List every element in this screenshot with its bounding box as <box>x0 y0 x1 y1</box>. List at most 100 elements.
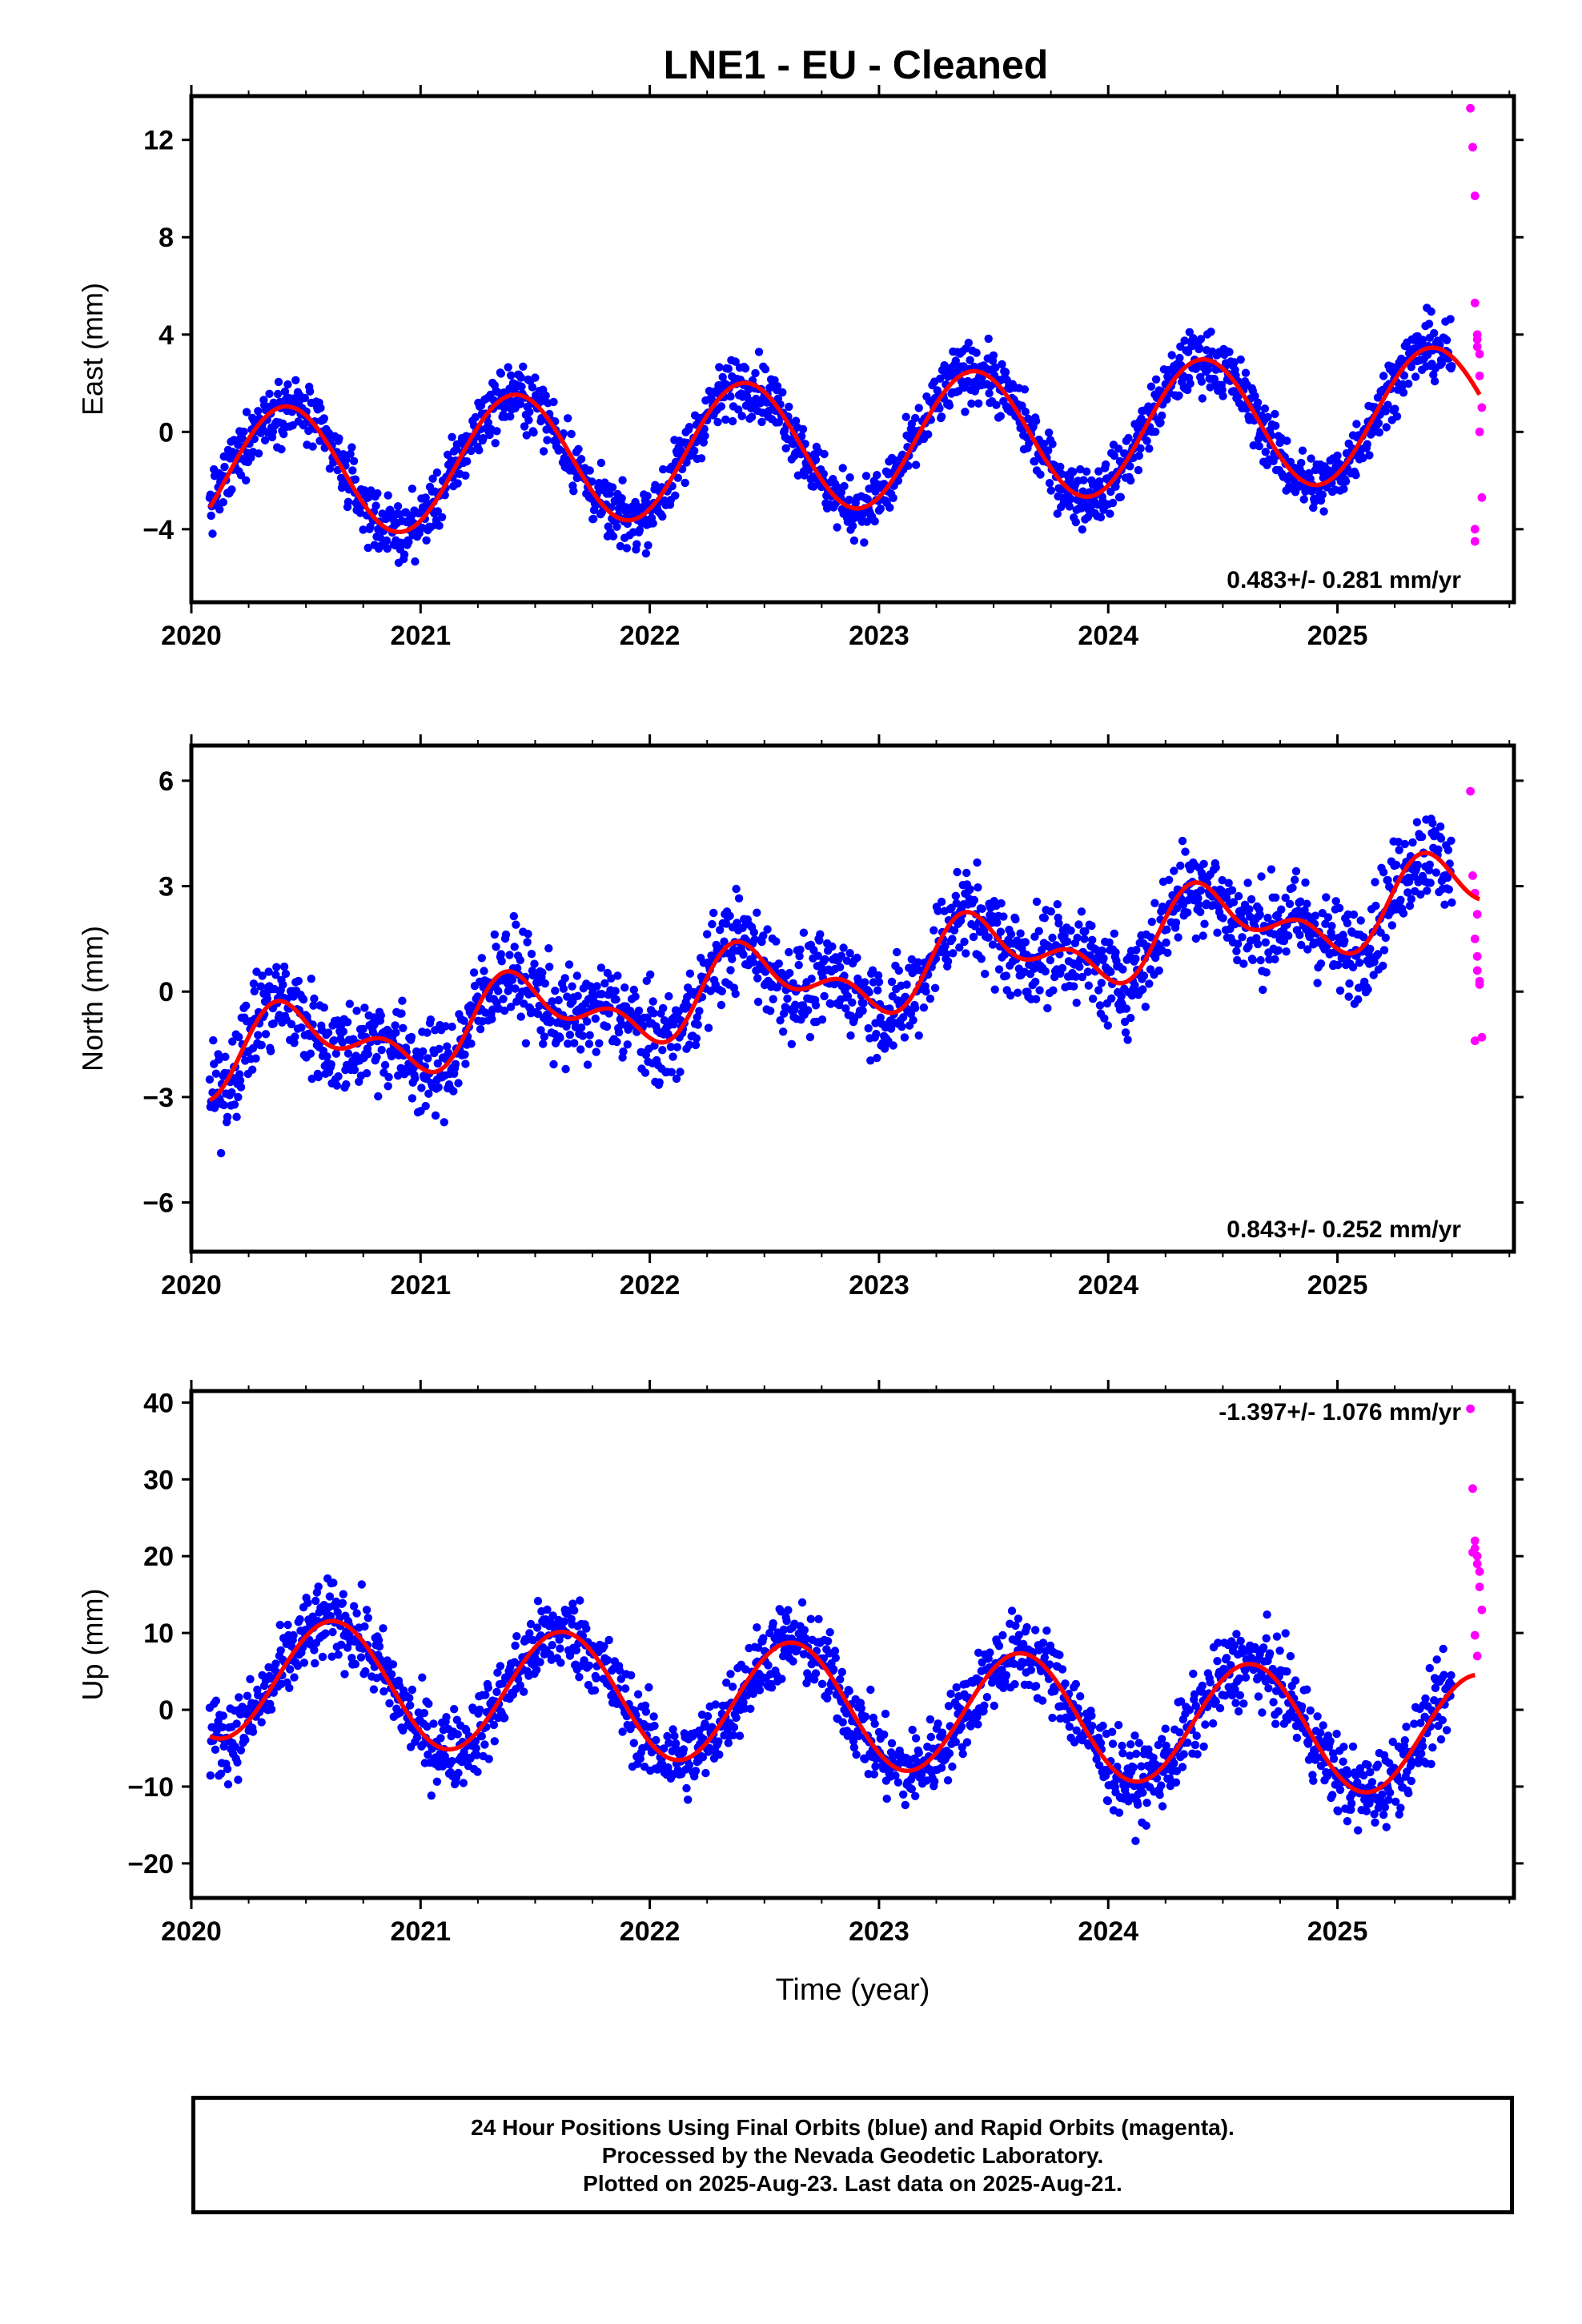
final-orbit-point <box>749 1689 758 1699</box>
y-axis-label: North (mm) <box>76 926 109 1072</box>
final-orbit-point <box>777 1607 785 1616</box>
final-orbit-point <box>532 1623 542 1632</box>
final-orbit-point <box>693 1013 701 1022</box>
final-orbit-point <box>629 985 638 995</box>
final-orbit-point <box>357 1580 366 1589</box>
final-orbit-point <box>1066 494 1075 504</box>
final-orbit-point <box>1207 328 1215 336</box>
final-orbit-point <box>501 930 511 939</box>
final-orbit-point <box>1199 859 1208 869</box>
final-orbit-point <box>589 514 598 524</box>
final-orbit-point <box>1198 394 1207 403</box>
final-orbit-point <box>1096 513 1106 522</box>
final-orbit-point <box>1046 486 1056 495</box>
final-orbit-point <box>813 951 822 960</box>
final-orbit-point <box>811 1669 821 1678</box>
final-orbit-point <box>391 1021 400 1030</box>
final-orbit-point <box>1103 1021 1113 1030</box>
final-orbit-point <box>772 937 781 946</box>
final-orbit-point <box>215 505 224 514</box>
final-orbit-point <box>327 1059 335 1069</box>
final-orbit-point <box>450 1705 459 1714</box>
final-orbit-point <box>1256 955 1265 965</box>
final-orbit-point <box>1014 1614 1023 1623</box>
final-orbit-point <box>994 1642 1004 1651</box>
final-orbit-point <box>924 430 933 439</box>
final-orbit-point <box>308 442 317 451</box>
final-orbit-point <box>549 397 558 407</box>
final-orbit-point <box>1151 428 1160 436</box>
final-orbit-point <box>741 364 750 373</box>
final-orbit-point <box>232 1112 241 1121</box>
final-orbit-point <box>585 466 594 475</box>
final-orbit-point <box>951 356 961 365</box>
final-orbit-point <box>472 1751 481 1759</box>
final-orbit-point <box>325 1592 335 1601</box>
final-orbit-point <box>641 1707 651 1716</box>
final-orbit-point <box>1010 1659 1018 1668</box>
final-orbit-point <box>1025 439 1034 448</box>
final-orbit-point <box>1291 875 1299 884</box>
final-orbit-point <box>974 883 982 892</box>
final-orbit-point <box>814 1614 823 1624</box>
final-orbit-point <box>285 1683 294 1692</box>
final-orbit-point <box>583 1017 592 1026</box>
final-orbit-point <box>685 423 694 432</box>
final-orbit-point <box>1403 888 1412 897</box>
final-orbit-point <box>930 983 940 993</box>
final-orbit-point <box>984 933 993 942</box>
x-tick-label: 2025 <box>1307 621 1368 651</box>
final-orbit-point <box>845 495 853 505</box>
final-orbit-point <box>1269 456 1278 465</box>
final-orbit-point <box>961 408 970 416</box>
rapid-orbit-point <box>1470 525 1480 534</box>
final-orbit-point <box>451 1059 460 1069</box>
final-orbit-point <box>1251 392 1259 400</box>
final-orbit-point <box>1395 846 1403 854</box>
final-orbit-point <box>753 1643 763 1652</box>
final-orbit-point <box>893 947 901 957</box>
final-orbit-point <box>1106 967 1115 976</box>
final-orbit-point <box>299 995 308 1004</box>
final-orbit-point <box>1129 1763 1138 1772</box>
final-orbit-point <box>1381 933 1391 943</box>
final-orbit-point <box>1413 860 1423 870</box>
final-orbit-point <box>396 1063 405 1073</box>
final-orbit-point <box>1070 982 1078 991</box>
final-orbit-point <box>861 978 869 987</box>
final-orbit-point <box>551 987 560 995</box>
final-orbit-point <box>422 536 431 545</box>
final-orbit-point <box>548 997 556 1006</box>
final-orbit-point <box>1400 839 1410 849</box>
final-orbit-point <box>943 957 953 966</box>
final-orbit-point <box>1404 877 1414 887</box>
final-orbit-point <box>873 971 883 980</box>
final-orbit-point <box>732 884 741 894</box>
final-orbit-point <box>865 988 873 997</box>
final-orbit-point <box>988 940 998 949</box>
final-orbit-point <box>1065 1722 1074 1731</box>
final-orbit-point <box>984 334 993 344</box>
final-orbit-point <box>489 1720 499 1730</box>
final-orbit-point <box>726 392 735 401</box>
rapid-orbit-point <box>1472 910 1482 919</box>
final-orbit-point <box>291 1032 299 1041</box>
final-orbit-point <box>1211 863 1220 872</box>
final-orbit-point <box>1239 959 1248 968</box>
final-orbit-point <box>260 436 270 444</box>
x-tick-label: 2022 <box>620 621 681 651</box>
final-orbit-point <box>718 372 727 382</box>
final-orbit-point <box>1114 1720 1123 1730</box>
final-orbit-point <box>935 404 944 413</box>
final-orbit-point <box>1063 937 1072 946</box>
final-orbit-point <box>1366 944 1375 954</box>
final-orbit-point <box>323 1052 331 1061</box>
final-orbit-point <box>367 486 375 495</box>
final-orbit-point <box>604 1635 613 1645</box>
final-orbit-point <box>1078 487 1087 496</box>
final-orbit-point <box>857 1704 866 1713</box>
final-orbit-point <box>937 412 946 421</box>
final-orbit-point <box>376 1011 385 1020</box>
final-orbit-point <box>1187 342 1196 351</box>
final-orbit-point <box>1069 468 1078 476</box>
